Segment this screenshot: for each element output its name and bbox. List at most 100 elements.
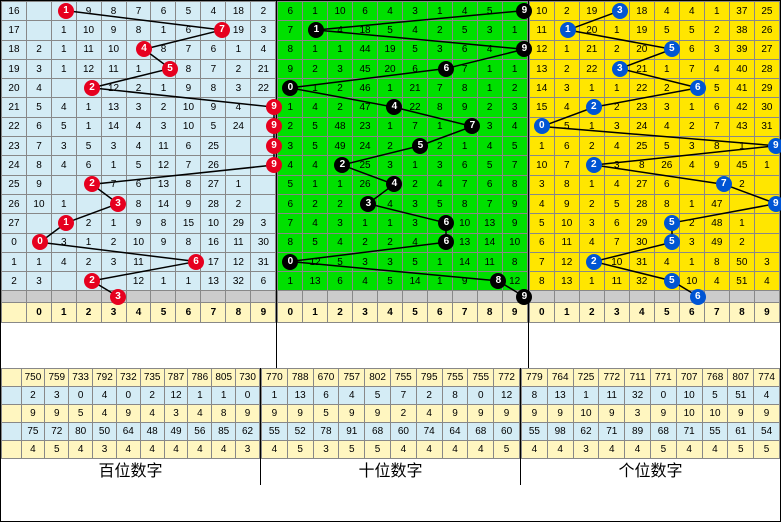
stats-cell: 49: [164, 423, 188, 441]
stats-table: 7507597337927327357877868057302304021211…: [1, 368, 260, 459]
grid-cell: 32: [226, 272, 251, 291]
grid-cell: 6: [328, 272, 353, 291]
grid-cell: 26: [201, 156, 226, 175]
grid-cell: 4: [679, 2, 704, 21]
stats-cell: 1: [188, 387, 212, 405]
table-row: 4925288147: [529, 194, 779, 213]
grid-cell: 4: [328, 233, 353, 252]
stats-cell: 48: [140, 423, 164, 441]
trend-ball: 5: [162, 61, 178, 77]
grid-cell: 6: [176, 137, 201, 156]
stats-row: 4434454455: [522, 441, 780, 459]
grid-cell: 9: [704, 156, 729, 175]
stats-cell: 56: [188, 423, 212, 441]
grid-cell: 3: [101, 252, 126, 271]
grid-cell: 1: [654, 59, 679, 78]
trend-ball: 3: [110, 196, 126, 212]
data-grid: 1021918441372511201195523826121212206339…: [529, 1, 780, 323]
grid-cell: 28: [629, 194, 654, 213]
table-row: 10219184413725: [529, 2, 779, 21]
grid-cell: 5: [403, 252, 428, 271]
grid-cell: 6: [278, 194, 303, 213]
grid-cell: 5: [176, 2, 201, 21]
grid-cell: 10: [26, 194, 51, 213]
grid-cell: 1: [151, 79, 176, 98]
stats-cell: 0: [116, 387, 140, 405]
grid-cell: 9: [502, 214, 527, 233]
grid-cell: 4: [51, 252, 76, 271]
trend-ball: 9: [768, 138, 781, 154]
stats-cell: 4: [339, 387, 365, 405]
stats-cell: 9: [728, 405, 754, 423]
grid-cell: 10: [76, 21, 101, 40]
grid-cell: 14: [529, 79, 554, 98]
stats-cell: 3: [164, 405, 188, 423]
grid-cell: [754, 233, 779, 252]
grid-cell: 1: [604, 21, 629, 40]
trend-ball: 7: [716, 176, 732, 192]
grid-cell: 4: [654, 252, 679, 271]
stats-cell: 4: [522, 441, 548, 459]
table-row: 204122198322: [2, 79, 276, 98]
grid-cell: 5: [378, 272, 403, 291]
stats-cell: 9: [262, 405, 288, 423]
stats-cell: 60: [494, 423, 520, 441]
stats-cell: 10: [676, 405, 702, 423]
grid-cell: 2: [679, 214, 704, 233]
grid-cell: 3: [704, 40, 729, 59]
stats-cell: 5: [287, 441, 313, 459]
grid-cell: 11: [477, 252, 502, 271]
grid-cell: 3: [378, 156, 403, 175]
stats-cell: 770: [262, 369, 288, 387]
grid-cell: 9: [126, 214, 151, 233]
grid-cell: 9: [554, 194, 579, 213]
digit-header-cell: 2: [579, 303, 604, 322]
grid-cell: 4: [201, 2, 226, 21]
stats-cell: 55: [522, 423, 548, 441]
grid-cell: 7: [477, 194, 502, 213]
trend-ball: 6: [188, 254, 204, 270]
grid-cell: 8: [176, 59, 201, 78]
grid-cell: 6: [126, 175, 151, 194]
grid-cell: [251, 175, 276, 194]
row-index-cell: 21: [2, 98, 27, 117]
stats-cell: 670: [313, 369, 339, 387]
grid-cell: 14: [477, 233, 502, 252]
grid-cell: 3: [502, 98, 527, 117]
stats-column-tens: 7707886707578027557957557557721136457280…: [261, 368, 521, 459]
grid-cell: 1: [428, 252, 453, 271]
stats-cell: 5: [650, 441, 676, 459]
panel-label-tens: 十位数字: [261, 459, 521, 485]
grid-cell: 1: [704, 2, 729, 21]
grid-cell: 6: [704, 98, 729, 117]
stats-cell: 13: [547, 387, 573, 405]
grid-cell: 1: [76, 98, 101, 117]
stats-cell: 788: [287, 369, 313, 387]
grid-cell: 42: [729, 98, 754, 117]
stats-cell: 9: [45, 405, 69, 423]
grid-cell: 10: [126, 233, 151, 252]
stats-cell: 772: [494, 369, 520, 387]
grid-cell: 22: [579, 59, 604, 78]
grid-cell: 2: [654, 79, 679, 98]
table-row: 2154113321094: [2, 98, 276, 117]
stats-cell: 4: [468, 441, 494, 459]
digit-header-cell: 4: [629, 303, 654, 322]
table-row: 23121113326: [2, 272, 276, 291]
table-row: 2721981510293: [2, 214, 276, 233]
grid-cell: 2: [428, 137, 453, 156]
trend-ball: 6: [690, 80, 706, 96]
grid-cell: 4: [679, 156, 704, 175]
stats-cell: 52: [287, 423, 313, 441]
stats-cell: 10: [676, 387, 702, 405]
grid-cell: 9: [502, 194, 527, 213]
grid-cell: 5: [654, 21, 679, 40]
grid-cell: 6: [151, 2, 176, 21]
grid-cell: 14: [403, 272, 428, 291]
trend-ball-forecast: 6: [690, 289, 706, 305]
table-row: 25976138271: [2, 175, 276, 194]
stats-cell: 3: [573, 441, 599, 459]
grid-cell: 3: [477, 21, 502, 40]
grid-cell: 4: [704, 272, 729, 291]
grid-cell: 8: [278, 233, 303, 252]
